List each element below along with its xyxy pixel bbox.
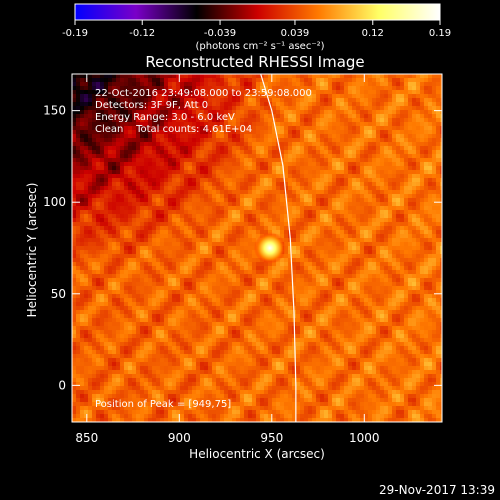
colorbar-tick-label: -0.039 (204, 28, 236, 39)
colorbar-tick-label: 0.12 (362, 28, 384, 39)
x-tick-label: 900 (168, 431, 191, 445)
y-tick-label: 150 (43, 104, 66, 118)
footer-timestamp: 29-Nov-2017 13:39 (379, 483, 495, 497)
colorbar-tick-label: -0.12 (129, 28, 155, 39)
x-tick-label: 850 (75, 431, 98, 445)
peak-source (253, 232, 286, 264)
x-tick-label: 1000 (349, 431, 380, 445)
colorbar-units: (photons cm⁻² s⁻¹ asec⁻²) (195, 41, 324, 52)
y-axis-label: Heliocentric Y (arcsec) (25, 183, 39, 318)
colorbar-tick-label: 0.19 (429, 28, 451, 39)
y-axis: 0 50 100 150 (43, 104, 442, 392)
annotations: 22-Oct-2016 23:49:08.000 to 23:59:08.000… (95, 88, 312, 410)
y-tick-label: 100 (43, 195, 66, 209)
annotation-clean-counts: Clean Total counts: 4.61E+04 (95, 124, 252, 135)
x-tick-label: 950 (260, 431, 283, 445)
annotation-peak-position: Position of Peak = [949,75] (95, 399, 231, 410)
x-axis-label: Heliocentric X (arcsec) (189, 447, 325, 461)
solar-limb-line (260, 74, 297, 422)
heatmap-cells (72, 74, 442, 422)
plot-frame (71, 73, 443, 423)
colorbar-tick-label: 0.039 (281, 28, 310, 39)
colorbar-gradient (74, 3, 441, 21)
y-tick-label: 0 (58, 378, 66, 392)
plot-area (72, 74, 442, 422)
chart-title: Reconstructed RHESSI Image (145, 53, 364, 71)
x-axis: 850 900 950 1000 (75, 74, 380, 445)
colorbar-ticks: -0.19 -0.12 -0.039 0.039 0.12 0.19 (62, 20, 451, 39)
annotation-energy-range: Energy Range: 3.0 - 6.0 keV (95, 112, 235, 123)
annotation-detectors: Detectors: 3F 9F, Att 0 (95, 100, 208, 111)
colorbar: -0.19 -0.12 -0.039 0.039 0.12 0.19 (photons c… (62, 3, 451, 52)
colorbar-tick-label: -0.19 (62, 28, 88, 39)
annotation-time-range: 22-Oct-2016 23:49:08.000 to 23:59:08.000 (95, 88, 312, 99)
y-tick-label: 50 (51, 287, 66, 301)
